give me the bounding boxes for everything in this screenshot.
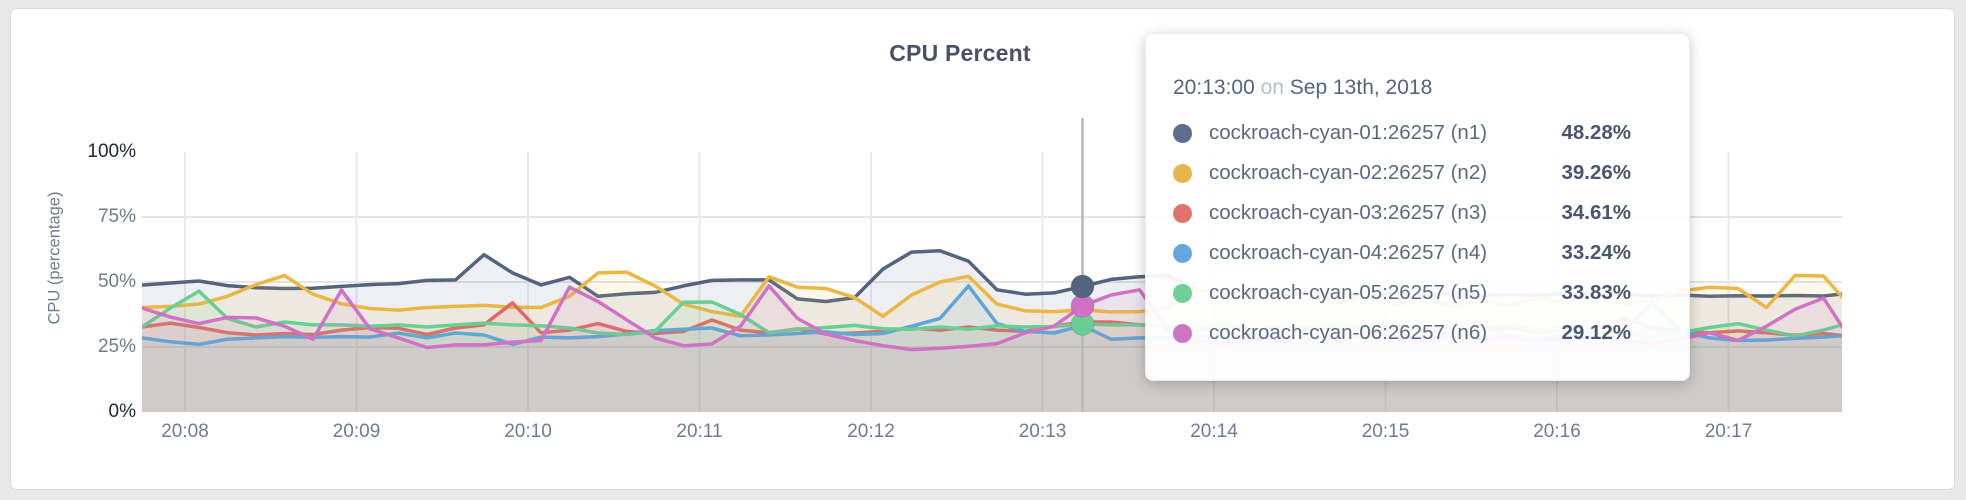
tooltip-row-n2: cockroach-cyan-02:26257 (n2) 39.26% [1173, 153, 1631, 193]
tooltip-header: 20:13:00 on Sep 13th, 2018 [1173, 76, 1631, 100]
y-tick-0%: 0% [108, 401, 136, 422]
tooltip-row-n6: cockroach-cyan-06:26257 (n6) 29.12% [1173, 313, 1631, 353]
series-area-n3 [142, 302, 1842, 412]
series-color-dot-icon [1173, 203, 1192, 223]
hover-dot-n1 [1070, 274, 1095, 299]
x-tick-20:10: 20:10 [504, 421, 552, 442]
tooltip-row-n5: cockroach-cyan-05:26257 (n5) 33.83% [1173, 273, 1631, 313]
series-color-dot-icon [1173, 283, 1192, 303]
x-tick-20:09: 20:09 [332, 421, 381, 442]
tooltip-series-value: 48.28% [1561, 121, 1631, 144]
x-tick-20:16: 20:16 [1533, 421, 1581, 442]
y-tick-75%: 75% [97, 206, 136, 227]
y-tick-25%: 25% [97, 336, 136, 357]
tooltip-date: Sep 13th, 2018 [1289, 76, 1433, 99]
x-tick-20:17: 20:17 [1704, 421, 1753, 442]
tooltip-series-value: 29.12% [1561, 321, 1631, 344]
x-tick-20:15: 20:15 [1361, 421, 1410, 442]
series-color-dot-icon [1173, 243, 1192, 263]
tooltip-series-label: cockroach-cyan-04:26257 (n4) [1209, 241, 1488, 264]
tooltip-connector: on [1260, 76, 1284, 99]
tooltip-time: 20:13:00 [1173, 76, 1255, 99]
tooltip-rows: cockroach-cyan-01:26257 (n1) 48.28% cockro… [1173, 113, 1631, 353]
series-color-dot-icon [1173, 323, 1192, 343]
series-color-dot-icon [1173, 123, 1192, 143]
tooltip-row-n4: cockroach-cyan-04:26257 (n4) 33.24% [1173, 233, 1631, 273]
y-tick-100%: 100% [87, 141, 136, 162]
x-tick-20:11: 20:11 [676, 421, 723, 442]
y-tick-50%: 50% [97, 271, 136, 292]
tooltip-series-value: 33.83% [1561, 281, 1631, 304]
tooltip-row-n3: cockroach-cyan-03:26257 (n3) 34.61% [1173, 193, 1631, 233]
chart-title: CPU Percent [889, 40, 1031, 66]
tooltip-series-label: cockroach-cyan-01:26257 (n1) [1209, 121, 1488, 144]
series-area-n5 [142, 291, 1842, 412]
tooltip-series-label: cockroach-cyan-06:26257 (n6) [1209, 321, 1488, 344]
hover-tooltip: 20:13:00 on Sep 13th, 2018 cockroach-cya… [1145, 33, 1690, 381]
x-tick-20:13: 20:13 [1018, 421, 1067, 442]
tooltip-series-label: cockroach-cyan-02:26257 (n2) [1209, 161, 1488, 184]
x-tick-20:14: 20:14 [1190, 421, 1238, 442]
tooltip-series-label: cockroach-cyan-05:26257 (n5) [1209, 281, 1488, 304]
tooltip-series-value: 33.24% [1561, 241, 1631, 264]
tooltip-series-label: cockroach-cyan-03:26257 (n3) [1209, 201, 1488, 224]
x-tick-20:08: 20:08 [161, 421, 209, 442]
series-color-dot-icon [1173, 163, 1192, 183]
tooltip-row-n1: cockroach-cyan-01:26257 (n1) 48.28% [1173, 113, 1631, 153]
x-tick-20:12: 20:12 [847, 421, 895, 442]
tooltip-series-value: 39.26% [1561, 161, 1631, 184]
tooltip-series-value: 34.61% [1561, 201, 1631, 224]
